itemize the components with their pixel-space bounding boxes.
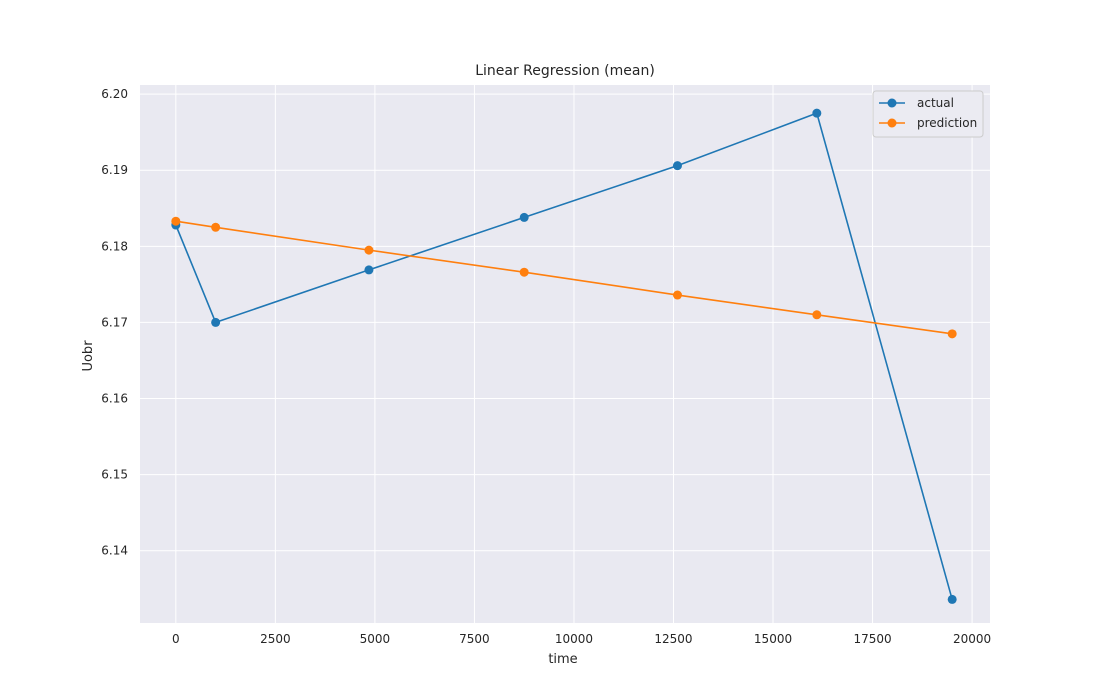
series-layer bbox=[171, 108, 957, 604]
data-point-prediction bbox=[812, 310, 822, 320]
x-tick-label: 5000 bbox=[360, 632, 391, 646]
x-axis-label: time bbox=[548, 652, 577, 667]
legend-marker-prediction bbox=[887, 118, 897, 128]
x-tick-label: 12500 bbox=[654, 632, 692, 646]
x-tick-label: 7500 bbox=[459, 632, 490, 646]
y-tick-label: 6.15 bbox=[101, 468, 128, 482]
x-tick-label: 15000 bbox=[754, 632, 792, 646]
data-point-prediction bbox=[364, 245, 374, 255]
y-tick-label: 6.19 bbox=[101, 163, 128, 177]
legend-label-prediction: prediction bbox=[917, 116, 977, 130]
y-axis-label: Uobr bbox=[81, 340, 96, 372]
data-point-actual bbox=[672, 161, 682, 171]
x-tick-label: 10000 bbox=[555, 632, 593, 646]
legend-label-actual: actual bbox=[917, 96, 954, 110]
chart-title: Linear Regression (mean) bbox=[475, 63, 655, 79]
data-point-actual bbox=[947, 594, 957, 604]
data-point-prediction bbox=[211, 222, 221, 232]
data-point-prediction bbox=[519, 267, 529, 277]
data-point-actual bbox=[211, 317, 221, 327]
y-tick-label: 6.17 bbox=[101, 315, 128, 329]
data-point-actual bbox=[364, 265, 374, 275]
x-tick-label: 17500 bbox=[853, 632, 891, 646]
tick-labels: 0 2500 5000 7500 10000 12500 15000 17500 20000 6.… bbox=[101, 87, 991, 646]
x-tick-label: 20000 bbox=[953, 632, 991, 646]
y-tick-label: 6.20 bbox=[101, 87, 128, 101]
x-tick-label: 0 bbox=[172, 632, 180, 646]
legend: actual prediction bbox=[872, 90, 984, 138]
data-point-prediction bbox=[171, 216, 181, 226]
y-tick-label: 6.18 bbox=[101, 239, 128, 253]
y-tick-label: 6.16 bbox=[101, 392, 128, 406]
series-prediction bbox=[171, 216, 957, 339]
legend-marker-actual bbox=[887, 98, 897, 108]
grid-lines bbox=[140, 85, 990, 623]
data-point-prediction bbox=[947, 329, 957, 339]
x-tick-label: 2500 bbox=[260, 632, 291, 646]
data-point-prediction bbox=[672, 290, 682, 300]
data-point-actual bbox=[812, 108, 822, 118]
plot-background bbox=[140, 85, 990, 623]
data-point-actual bbox=[519, 212, 529, 222]
y-tick-label: 6.14 bbox=[101, 544, 128, 558]
